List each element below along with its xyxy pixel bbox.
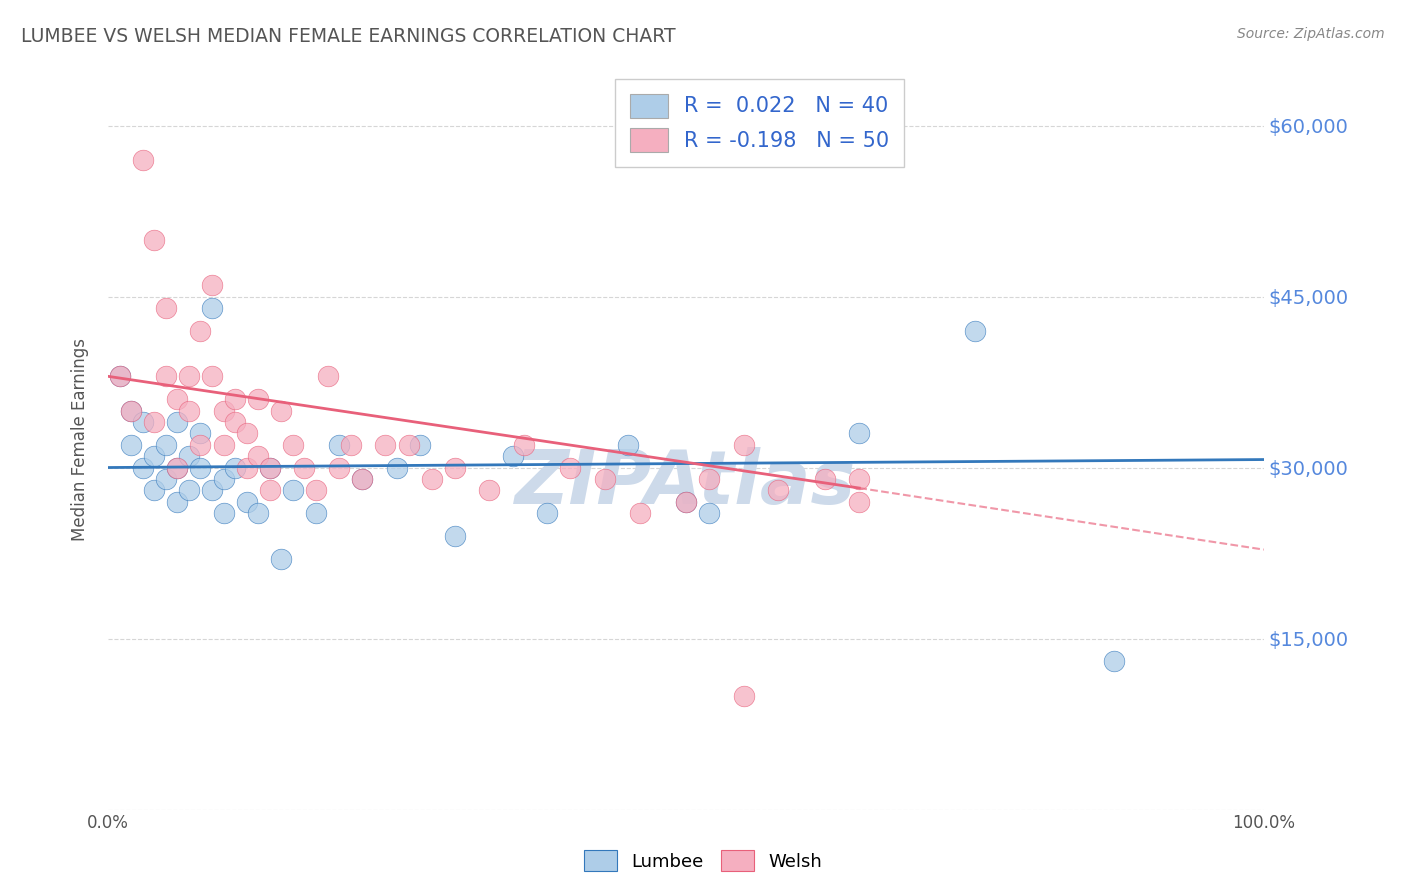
Point <box>120 403 142 417</box>
Point <box>593 472 616 486</box>
Point <box>108 369 131 384</box>
Point <box>224 392 246 406</box>
Point <box>166 460 188 475</box>
Point <box>166 392 188 406</box>
Point <box>259 460 281 475</box>
Point <box>155 369 177 384</box>
Point <box>177 449 200 463</box>
Point <box>339 438 361 452</box>
Point <box>131 460 153 475</box>
Point <box>108 369 131 384</box>
Point <box>235 494 257 508</box>
Point <box>316 369 339 384</box>
Point <box>190 426 212 441</box>
Point <box>352 472 374 486</box>
Point <box>305 483 328 498</box>
Point <box>697 472 720 486</box>
Point <box>201 278 224 293</box>
Point <box>235 426 257 441</box>
Point <box>212 506 235 520</box>
Text: ZIPAtlas: ZIPAtlas <box>516 447 856 520</box>
Point <box>374 438 396 452</box>
Point <box>190 460 212 475</box>
Point <box>617 438 640 452</box>
Point <box>155 301 177 315</box>
Point <box>848 472 870 486</box>
Point <box>270 551 292 566</box>
Point <box>305 506 328 520</box>
Point <box>235 460 257 475</box>
Point <box>352 472 374 486</box>
Point <box>963 324 986 338</box>
Point <box>190 438 212 452</box>
Point <box>281 483 304 498</box>
Point <box>813 472 835 486</box>
Point <box>120 403 142 417</box>
Point <box>201 369 224 384</box>
Point <box>675 494 697 508</box>
Point <box>212 403 235 417</box>
Point <box>768 483 790 498</box>
Point <box>143 233 166 247</box>
Point <box>212 472 235 486</box>
Point <box>385 460 408 475</box>
Point <box>536 506 558 520</box>
Legend: R =  0.022   N = 40, R = -0.198   N = 50: R = 0.022 N = 40, R = -0.198 N = 50 <box>616 78 904 167</box>
Point <box>201 301 224 315</box>
Point <box>131 415 153 429</box>
Point <box>212 438 235 452</box>
Point <box>247 449 270 463</box>
Point <box>443 460 465 475</box>
Text: Source: ZipAtlas.com: Source: ZipAtlas.com <box>1237 27 1385 41</box>
Point <box>247 392 270 406</box>
Point <box>443 529 465 543</box>
Point <box>502 449 524 463</box>
Point <box>328 438 350 452</box>
Point <box>294 460 316 475</box>
Point <box>628 506 651 520</box>
Point <box>675 494 697 508</box>
Point <box>166 494 188 508</box>
Point <box>177 403 200 417</box>
Point <box>143 483 166 498</box>
Point <box>733 689 755 703</box>
Point <box>190 324 212 338</box>
Point <box>733 438 755 452</box>
Point <box>155 472 177 486</box>
Point <box>143 449 166 463</box>
Point <box>409 438 432 452</box>
Point <box>259 460 281 475</box>
Point <box>166 415 188 429</box>
Point <box>697 506 720 520</box>
Text: LUMBEE VS WELSH MEDIAN FEMALE EARNINGS CORRELATION CHART: LUMBEE VS WELSH MEDIAN FEMALE EARNINGS C… <box>21 27 676 45</box>
Point <box>328 460 350 475</box>
Point <box>270 403 292 417</box>
Y-axis label: Median Female Earnings: Median Female Earnings <box>72 337 89 541</box>
Point <box>177 369 200 384</box>
Point <box>131 153 153 167</box>
Point <box>1102 654 1125 668</box>
Point <box>120 438 142 452</box>
Point <box>166 460 188 475</box>
Point <box>513 438 536 452</box>
Point <box>848 494 870 508</box>
Point <box>177 483 200 498</box>
Point <box>420 472 443 486</box>
Point <box>155 438 177 452</box>
Point <box>560 460 582 475</box>
Point <box>259 483 281 498</box>
Point <box>281 438 304 452</box>
Point <box>398 438 420 452</box>
Point <box>478 483 501 498</box>
Legend: Lumbee, Welsh: Lumbee, Welsh <box>576 843 830 879</box>
Point <box>224 415 246 429</box>
Point <box>201 483 224 498</box>
Point <box>143 415 166 429</box>
Point <box>247 506 270 520</box>
Point <box>224 460 246 475</box>
Point <box>848 426 870 441</box>
